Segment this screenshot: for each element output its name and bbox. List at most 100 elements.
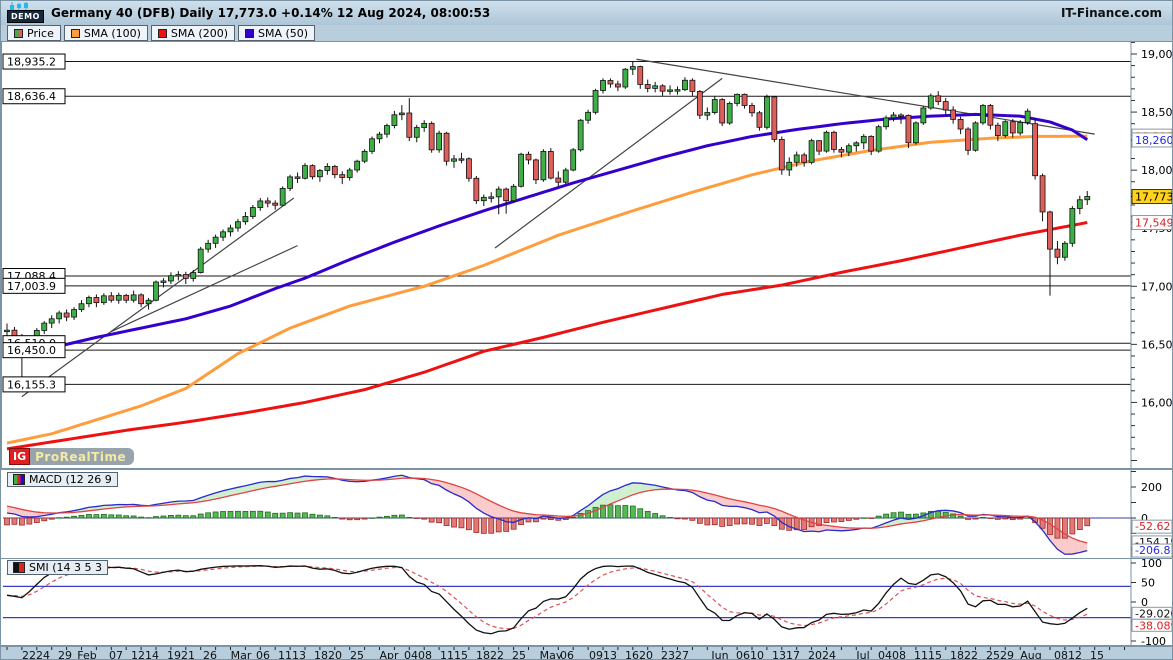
candle [339,174,346,178]
demo-badge: DEMO [7,10,44,23]
macd-hist-bar [860,517,867,519]
candle [488,196,495,199]
candle [555,177,562,183]
macd-hist-bar [674,517,681,520]
macd-hist-bar [212,511,219,519]
macd-tag [1131,543,1172,558]
date-label: 20 [639,649,653,660]
sma200-line [6,221,1088,451]
date-label: 27 [675,649,689,660]
macd-hist-bar [391,514,398,519]
macd-hist-bar [11,517,18,525]
macd-hist-bar [4,517,10,526]
candle [793,154,800,163]
macd-hist-bar [786,517,793,531]
macd-hist-bar [667,517,673,519]
macd-hist-bar [682,517,688,520]
date-label: 29 [58,649,72,660]
legend-chip-sma200[interactable]: SMA (200) [150,25,235,41]
candle [78,303,85,310]
macd-hist-bar [145,517,152,519]
smi-icon [13,562,25,573]
macd-hist-bar [123,515,130,519]
candle [436,132,443,151]
macd-hist-bar [845,517,852,521]
svg-text:16,000: 16,000 [1141,396,1173,409]
brand-link[interactable]: IT-Finance.com [1060,6,1162,20]
macd-hist-bar [994,517,1001,520]
candle [577,119,584,151]
macd-hist-bar [458,517,465,529]
svg-text:18,500: 18,500 [1141,106,1173,119]
macd-hist-bar [965,517,971,520]
candle [935,95,942,103]
macd-legend-chip[interactable]: MACD (12 26 9 [7,472,118,487]
date-label: 15 [928,649,942,660]
macd-hist-bar [719,517,726,527]
legend-label: SMA (50) [258,26,309,40]
macd-hist-bar [384,515,390,519]
candle [4,329,10,333]
macd-hist-bar [1017,517,1024,520]
date-axis[interactable]: 22 24 29 Feb 07 12 14 19 21 26 Mar 06 11 13 18 20 25 Apr 0… [1,646,1172,660]
candle [458,158,465,161]
candle [1002,121,1009,136]
candle [56,312,63,320]
date-label: Aug [1020,649,1042,660]
candle [734,93,740,104]
svg-text:16,155.3: 16,155.3 [7,378,56,391]
macd-hist-bar [100,513,107,519]
macd-hist-bar [689,517,696,521]
date-label: 04 [404,649,418,660]
candle [71,309,77,318]
macd-hist-bar [190,515,197,519]
macd-hist-bar [644,511,651,519]
smi-panel[interactable]: 100 50 0 -100 -29.020-38.089 [1,558,1173,646]
candle [1084,196,1091,201]
candle [704,112,711,116]
candle [302,165,308,179]
candle [421,122,428,128]
candle [838,149,845,153]
macd-hist-bar [510,517,517,530]
macd-hist-bar [86,514,92,519]
candle [1039,175,1046,213]
legend-chip-sma100[interactable]: SMA (100) [63,25,148,41]
candle [376,133,383,140]
date-label: 11 [278,649,292,660]
candle [145,299,152,305]
candle [473,177,480,202]
candle [384,125,390,135]
candle [1069,208,1076,244]
candle [920,107,927,124]
legend-chip-price[interactable]: Price [7,25,61,41]
macd-hist-bar [339,517,346,520]
candle [279,187,286,206]
smi-legend-chip[interactable]: SMI (14 3 5 3 [7,560,108,575]
macd-tag [1131,519,1172,534]
candle [1017,122,1024,134]
svg-text:17,003.9: 17,003.9 [7,280,56,293]
macd-hist-bar [942,511,949,519]
sma100-line [6,134,1088,445]
macd-hist-bar [1002,517,1009,520]
candle [682,79,688,91]
macd-hist-bar [600,504,606,519]
candle [600,80,606,91]
macd-hist-bar [108,514,115,519]
macd-hist-bar [629,505,636,519]
main-price-chart[interactable]: 19,00018,50018,00017,50017,00016,50016,0… [1,41,1173,469]
date-label: 17 [786,649,800,660]
candle [160,280,167,283]
candle [644,84,651,89]
svg-text:18,000: 18,000 [1141,164,1173,177]
candle [942,101,949,111]
legend-chip-sma50[interactable]: SMA (50) [238,25,316,41]
date-label: 15 [1090,649,1104,660]
candle [451,158,457,162]
candle [868,135,875,152]
macd-hist-bar [443,517,450,526]
candle [980,105,986,124]
